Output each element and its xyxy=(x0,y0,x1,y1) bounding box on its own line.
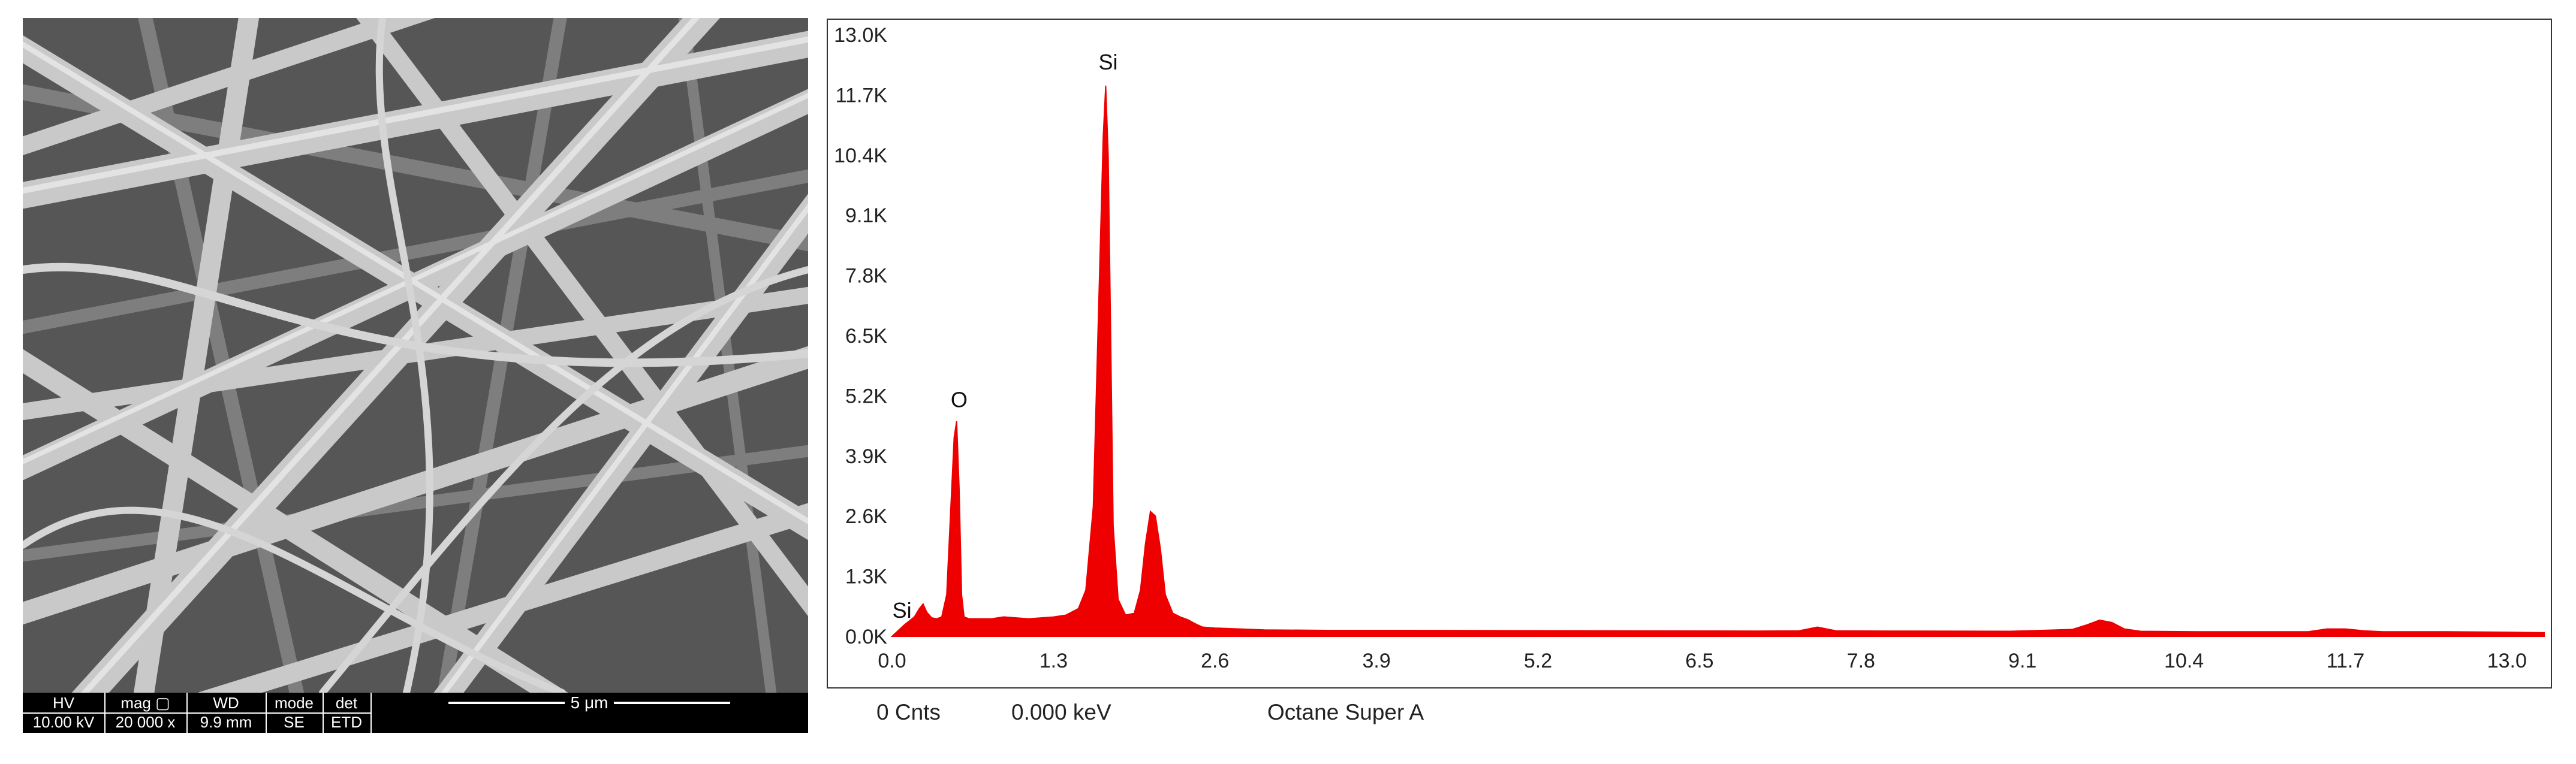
x-tick-label: 6.5 xyxy=(1685,650,1713,672)
info-mag-value: 20 000 x xyxy=(115,713,176,731)
x-tick-label: 10.4 xyxy=(2164,650,2204,672)
eds-spectrum-panel: 0.0K 1.3K 2.6K 3.9K 5.2K 6.5K 7.8K 9.1K 10.4K 11.… xyxy=(826,18,2553,755)
info-hv-value: 10.00 kV xyxy=(32,713,95,731)
y-tick-label: 7.8K xyxy=(845,265,887,288)
sem-micrograph-panel: HV 10.00 kV mag ▢ 20 000 x WD 9.9 mm mod… xyxy=(23,18,808,733)
info-det: det ETD xyxy=(323,693,372,733)
y-tick-label: 6.5K xyxy=(845,325,887,348)
info-mag: mag ▢ 20 000 x xyxy=(104,693,188,733)
peak-label: Si xyxy=(1099,50,1118,74)
y-tick-label: 0.0K xyxy=(845,626,887,648)
x-tick-label: 11.7 xyxy=(2327,650,2365,672)
x-tick-label: 9.1 xyxy=(2008,650,2036,672)
info-wd-header: WD xyxy=(213,694,239,712)
peak-label: Si xyxy=(893,598,912,623)
y-tick-label: 9.1K xyxy=(845,204,887,227)
x-tick-label: 13.0 xyxy=(2487,650,2527,672)
sem-micrograph-image xyxy=(23,18,808,693)
info-det-header: det xyxy=(335,694,358,712)
info-mag-header: mag ▢ xyxy=(120,694,170,712)
y-tick-label: 1.3K xyxy=(845,566,887,588)
info-mode-header: mode xyxy=(274,694,314,712)
scale-bar-label: 5 μm xyxy=(564,693,614,712)
status-energy: 0.000 keV xyxy=(1011,700,1111,724)
info-hv: HV 10.00 kV xyxy=(23,693,106,733)
y-tick-label: 10.4K xyxy=(834,144,887,167)
x-tick-label: 7.8 xyxy=(1847,650,1875,672)
info-mode: mode SE xyxy=(266,693,324,733)
spectrum-area xyxy=(890,85,2545,637)
y-tick-label: 5.2K xyxy=(845,385,887,407)
y-tick-label: 13.0K xyxy=(834,24,887,47)
sem-info-bar: HV 10.00 kV mag ▢ 20 000 x WD 9.9 mm mod… xyxy=(23,693,808,733)
info-wd-value: 9.9 mm xyxy=(200,713,252,731)
y-tick-label: 2.6K xyxy=(845,505,887,528)
info-hv-header: HV xyxy=(52,694,75,712)
info-mode-value: SE xyxy=(284,713,305,731)
info-wd: WD 9.9 mm xyxy=(186,693,267,733)
x-tick-label: 3.9 xyxy=(1363,650,1391,672)
y-tick-label: 3.9K xyxy=(845,445,887,468)
scale-bar: 5 μm xyxy=(370,693,808,733)
status-detector: Octane Super A xyxy=(1267,700,1424,724)
status-counts: 0 Cnts xyxy=(876,700,941,724)
info-det-value: ETD xyxy=(331,713,362,731)
x-tick-label: 0.0 xyxy=(878,650,906,672)
x-tick-label: 5.2 xyxy=(1524,650,1552,672)
y-tick-label: 11.7K xyxy=(836,84,888,107)
peak-label: O xyxy=(951,388,968,412)
x-tick-label: 1.3 xyxy=(1040,650,1068,672)
eds-spectrum-chart: 0.0K 1.3K 2.6K 3.9K 5.2K 6.5K 7.8K 9.1K 10.4K 11.… xyxy=(827,19,2552,688)
x-tick-label: 2.6 xyxy=(1201,650,1229,672)
